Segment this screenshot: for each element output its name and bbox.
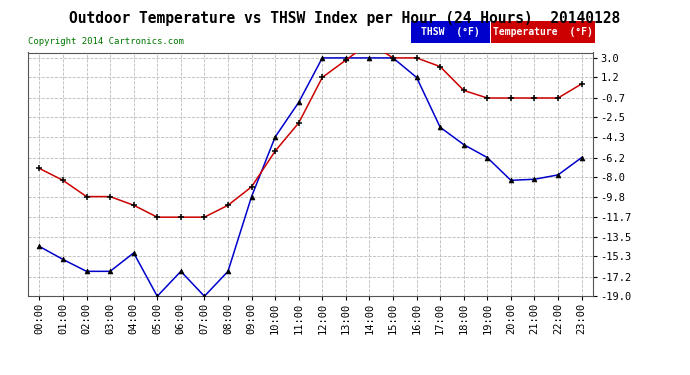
Text: Copyright 2014 Cartronics.com: Copyright 2014 Cartronics.com — [28, 38, 184, 46]
Text: THSW  (°F): THSW (°F) — [421, 27, 480, 37]
Text: Outdoor Temperature vs THSW Index per Hour (24 Hours)  20140128: Outdoor Temperature vs THSW Index per Ho… — [70, 11, 620, 26]
Text: Temperature  (°F): Temperature (°F) — [493, 27, 593, 37]
